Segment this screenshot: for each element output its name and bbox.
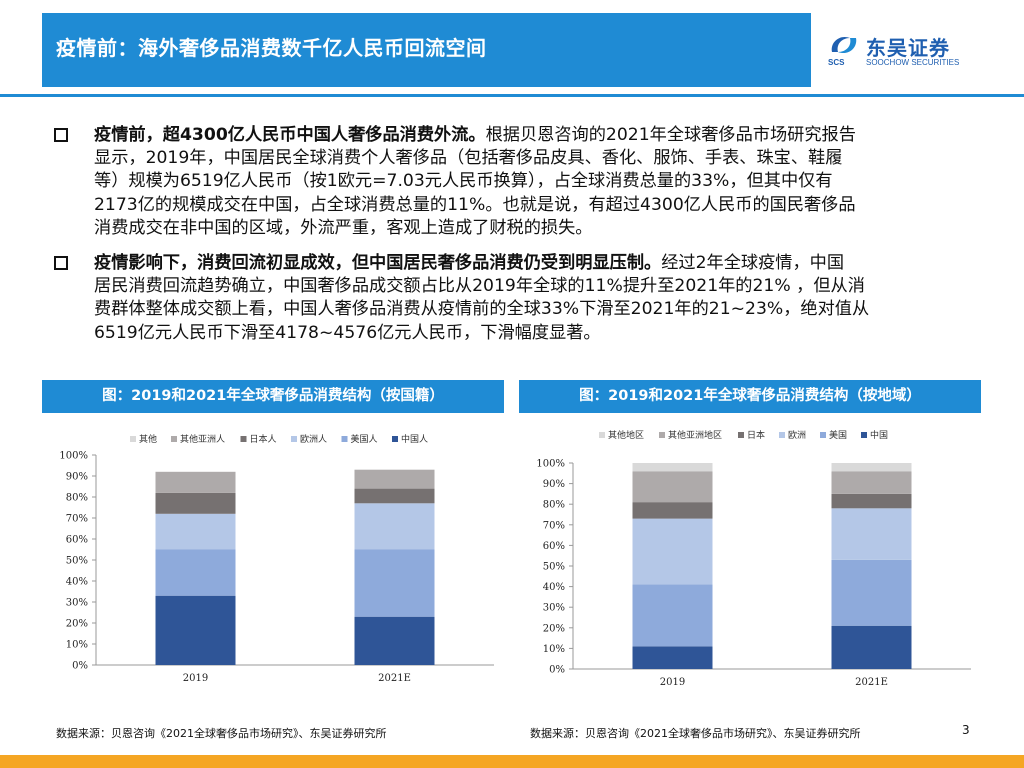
- y-tick-label: 30%: [66, 598, 88, 609]
- legend-label: 中国人: [401, 433, 428, 445]
- x-tick-label: 2019: [183, 673, 208, 684]
- y-tick-label: 40%: [66, 577, 88, 588]
- x-tick-label: 2019: [660, 677, 685, 688]
- legend-label: 美国人: [351, 433, 378, 445]
- checkbox-bullet-icon: [54, 256, 68, 270]
- company-logo: 东吴证券 SCS SOOCHOW SECURITIES: [828, 32, 978, 72]
- y-tick-label: 80%: [66, 493, 88, 504]
- bar-segment: [831, 559, 912, 626]
- y-tick-label: 40%: [543, 582, 565, 593]
- chart-by-nationality: 0% 10% 20% 30% 40% 50% 60% 70% 80% 90% 100% 2019 202…: [42, 420, 504, 696]
- legend-swatch: [659, 432, 665, 438]
- bar-segment: [831, 625, 912, 669]
- legend-label: 其他地区: [608, 429, 644, 441]
- bullet-point-2: 疫情影响下，消费回流初显成效，但中国居民奢侈品消费仍受到明显压制。经过2年全球疫…: [54, 252, 974, 348]
- legend-swatch: [861, 432, 867, 438]
- bar-segment: [354, 488, 435, 504]
- legend-label: 欧洲人: [300, 433, 327, 445]
- bar-segment: [632, 584, 713, 647]
- x-tick-label: 2021E: [855, 677, 888, 688]
- bar-segment: [155, 492, 236, 514]
- header-divider: [0, 94, 1024, 97]
- bar-segment: [632, 502, 713, 519]
- y-tick-label: 90%: [543, 479, 565, 490]
- y-tick-label: 60%: [66, 535, 88, 546]
- legend-label: 日本人: [250, 433, 277, 445]
- bar-segment: [632, 646, 713, 669]
- page-title: 疫情前：海外奢侈品消费数千亿人民币回流空间: [56, 36, 487, 60]
- y-tick-label: 50%: [66, 556, 88, 567]
- bullet-1-lead: 疫情前，超4300亿人民币中国人奢侈品消费外流。: [94, 125, 486, 145]
- bar-segment: [632, 518, 713, 585]
- bullet-point-1: 疫情前，超4300亿人民币中国人奢侈品消费外流。根据贝恩咨询的2021年全球奢侈…: [54, 124, 974, 244]
- y-tick-label: 80%: [543, 500, 565, 511]
- page-number: 3: [962, 723, 970, 737]
- title-bar: [42, 13, 811, 87]
- logo-english-name: SOOCHOW SECURITIES: [866, 58, 960, 67]
- y-tick-label: 30%: [543, 603, 565, 614]
- y-tick-label: 60%: [543, 541, 565, 552]
- y-tick-label: 70%: [543, 520, 565, 531]
- bar-segment: [155, 471, 236, 493]
- bar-segment: [354, 616, 435, 665]
- legend-swatch: [291, 436, 297, 442]
- bar-segment: [155, 549, 236, 596]
- chart-by-region: 0% 10% 20% 30% 40% 50% 60% 70% 80% 90% 100% 2019 202…: [519, 420, 981, 696]
- y-tick-label: 50%: [543, 562, 565, 573]
- chart-2-title: 图：2019和2021年全球奢侈品消费结构（按地域）: [519, 380, 981, 413]
- x-tick-label: 2021E: [378, 673, 411, 684]
- y-tick-label: 70%: [66, 514, 88, 525]
- y-tick-label: 100%: [536, 459, 565, 470]
- y-tick-label: 20%: [543, 623, 565, 634]
- bar-segment: [354, 469, 435, 489]
- y-tick-label: 0%: [72, 661, 88, 672]
- legend-swatch: [341, 436, 348, 442]
- logo-mark-icon: [831, 36, 857, 54]
- bar-segment: [831, 493, 912, 509]
- bullet-2-body: 经过2年全球疫情，中国 居民消费回流趋势确立，中国奢侈品成交额占比从2019年全…: [94, 253, 870, 343]
- legend-swatch: [820, 432, 826, 438]
- legend-swatch: [779, 432, 785, 438]
- checkbox-bullet-icon: [54, 128, 68, 142]
- legend-swatch: [599, 432, 605, 438]
- bar-segment: [632, 463, 713, 472]
- bar-segment: [831, 508, 912, 560]
- logo-name: 东吴证券: [866, 36, 950, 60]
- legend-swatch: [240, 436, 247, 442]
- bullet-2-lead: 疫情影响下，消费回流初显成效，但中国居民奢侈品消费仍受到明显压制。: [94, 253, 662, 273]
- legend-swatch: [130, 436, 136, 442]
- chart-1-source: 数据来源：贝恩咨询《2021全球奢侈品市场研究》、东吴证券研究所: [56, 727, 387, 740]
- bar-segment: [354, 503, 435, 550]
- y-tick-label: 10%: [66, 640, 88, 651]
- y-tick-label: 20%: [66, 619, 88, 630]
- legend-label: 美国: [829, 429, 847, 441]
- logo-abbr: SCS: [828, 58, 845, 67]
- legend-label: 其他: [139, 433, 157, 445]
- legend-swatch: [171, 436, 177, 442]
- legend-label: 其他亚洲人: [180, 433, 225, 445]
- legend-swatch: [738, 432, 744, 438]
- bar-segment: [155, 595, 236, 665]
- y-tick-label: 100%: [59, 451, 88, 462]
- legend-label: 欧洲: [788, 429, 806, 441]
- bar-segment: [831, 463, 912, 472]
- bar-segment: [155, 513, 236, 550]
- bar-segment: [354, 549, 435, 617]
- legend-label: 中国: [870, 429, 888, 441]
- bar-segment: [632, 471, 713, 503]
- legend-label: 日本: [747, 429, 765, 441]
- legend-swatch: [392, 436, 398, 442]
- y-tick-label: 10%: [543, 644, 565, 655]
- y-tick-label: 0%: [549, 665, 565, 676]
- chart-1-title: 图：2019和2021年全球奢侈品消费结构（按国籍）: [42, 380, 504, 413]
- bullet-1-body: 根据贝恩咨询的2021年全球奢侈品市场研究报告 显示，2019年，中国居民全球消…: [94, 125, 856, 238]
- y-tick-label: 90%: [66, 472, 88, 483]
- footer-bar: [0, 755, 1024, 768]
- legend-label: 其他亚洲地区: [668, 429, 722, 441]
- chart-2-source: 数据来源：贝恩咨询《2021全球奢侈品市场研究》、东吴证券研究所: [530, 727, 861, 740]
- bar-segment: [831, 471, 912, 494]
